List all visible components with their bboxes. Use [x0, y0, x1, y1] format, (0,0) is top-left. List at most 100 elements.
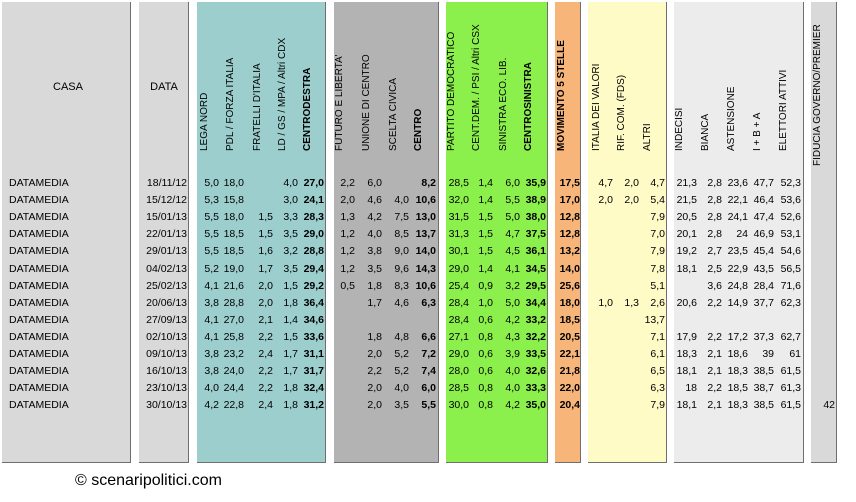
cell-centrodestra: 34,6 [303, 314, 324, 326]
header-elettori: ELETTORI ATTIVI [778, 69, 789, 151]
cell-centdem: 0,6 [478, 314, 493, 326]
cell-pd: 29,0 [448, 348, 469, 360]
cell-altri: 7,9 [650, 245, 665, 257]
cell-centrosinistra: 33,5 [525, 348, 546, 360]
header-pd: PARTITO DEMOCRATICO [446, 31, 457, 151]
cell-ld: 1,4 [283, 314, 298, 326]
cell-pdl: 27,0 [223, 314, 244, 326]
cell-bianca: 2,2 [707, 331, 722, 343]
header-centrosinistra: CENTROSINISTRA [523, 62, 534, 151]
cell-astensione: 23,6 [727, 177, 748, 189]
cell-sc: 5,2 [394, 348, 409, 360]
cell-casa: DATAMEDIA [9, 245, 69, 257]
cell-astensione: 14,9 [727, 297, 748, 309]
cell-lega_nord: 4,1 [204, 314, 219, 326]
cell-sc: 8,5 [394, 228, 409, 240]
cell-sel: 3,2 [505, 280, 520, 292]
cell-fdi: 1,5 [258, 211, 273, 223]
cell-data: 27/09/13 [146, 314, 187, 326]
cell-data: 29/01/13 [146, 245, 187, 257]
cell-sc: 4,0 [394, 194, 409, 206]
cell-elettori: 62,7 [780, 331, 801, 343]
cell-m5s: 18,0 [559, 297, 580, 309]
cell-astensione: 22,9 [727, 263, 748, 275]
cell-altri: 7,9 [650, 399, 665, 411]
cell-centrodestra: 28,3 [303, 211, 324, 223]
cell-udc: 6,0 [367, 177, 382, 189]
cell-altri: 6,1 [650, 348, 665, 360]
cell-rif: 1,3 [624, 297, 639, 309]
cell-centdem: 1,5 [478, 211, 493, 223]
cell-fli: 1,3 [340, 211, 355, 223]
cell-iba: 38,5 [753, 399, 774, 411]
cell-iba: 37,7 [753, 297, 774, 309]
cell-indecisi: 20,6 [676, 297, 697, 309]
cell-udc: 3,8 [367, 245, 382, 257]
cell-ld: 3,2 [283, 245, 298, 257]
cell-centrosinistra: 36,1 [525, 245, 546, 257]
cell-elettori: 53,6 [780, 194, 801, 206]
cell-idv: 1,0 [598, 297, 613, 309]
cell-data: 16/10/13 [146, 365, 187, 377]
column-group-indecisi [674, 2, 804, 463]
cell-indecisi: 19,2 [676, 245, 697, 257]
cell-lega_nord: 5,5 [204, 228, 219, 240]
cell-fdi: 2,2 [258, 331, 273, 343]
cell-elettori: 53,1 [780, 228, 801, 240]
header-fli: FUTURO E LIBERTA' [334, 54, 345, 151]
cell-centrosinistra: 35,9 [525, 177, 546, 189]
cell-udc: 1,7 [367, 297, 382, 309]
cell-lega_nord: 3,8 [204, 297, 219, 309]
cell-pdl: 24,4 [223, 382, 244, 394]
cell-astensione: 17,2 [727, 331, 748, 343]
cell-elettori: 61,3 [780, 382, 801, 394]
cell-pd: 28,5 [448, 177, 469, 189]
cell-fli: 0,5 [340, 280, 355, 292]
cell-astensione: 18,6 [727, 348, 748, 360]
cell-udc: 2,0 [367, 399, 382, 411]
cell-casa: DATAMEDIA [9, 314, 69, 326]
cell-fli: 1,2 [340, 245, 355, 257]
cell-casa: DATAMEDIA [9, 331, 69, 343]
cell-ld: 3,5 [283, 263, 298, 275]
cell-bianca: 2,8 [707, 211, 722, 223]
cell-fdi: 1,5 [258, 228, 273, 240]
cell-lega_nord: 4,2 [204, 399, 219, 411]
cell-casa: DATAMEDIA [9, 399, 69, 411]
cell-casa: DATAMEDIA [9, 194, 69, 206]
cell-centro: 13,7 [415, 228, 436, 240]
cell-pd: 32,0 [448, 194, 469, 206]
cell-sc: 4,8 [394, 331, 409, 343]
cell-lega_nord: 4,0 [204, 382, 219, 394]
header-sc: SCELTA CIVICA [388, 78, 399, 151]
cell-pd: 28,5 [448, 382, 469, 394]
cell-pd: 30,0 [448, 399, 469, 411]
cell-altri: 7,1 [650, 331, 665, 343]
cell-pdl: 23,2 [223, 348, 244, 360]
cell-data: 18/11/12 [146, 177, 187, 189]
cell-altri: 5,1 [650, 280, 665, 292]
cell-centro: 14,3 [415, 263, 436, 275]
column-group-data [139, 2, 189, 463]
cell-casa: DATAMEDIA [9, 211, 69, 223]
cell-data: 02/10/13 [146, 331, 187, 343]
cell-centro: 6,3 [421, 297, 436, 309]
cell-bianca: 2,8 [707, 194, 722, 206]
header-ld: LD / GS / MPA / Altri CDX [277, 37, 288, 151]
cell-centrosinistra: 37,5 [525, 228, 546, 240]
cell-pdl: 22,8 [223, 399, 244, 411]
cell-centrosinistra: 33,3 [525, 382, 546, 394]
cell-elettori: 62,3 [780, 297, 801, 309]
column-group-casa [2, 2, 131, 463]
cell-bianca: 2,2 [707, 382, 722, 394]
cell-astensione: 18,5 [727, 382, 748, 394]
cell-centdem: 1,0 [478, 297, 493, 309]
cell-iba: 38,7 [753, 382, 774, 394]
cell-lega_nord: 3,8 [204, 365, 219, 377]
cell-sel: 4,5 [505, 245, 520, 257]
cell-sel: 6,0 [505, 177, 520, 189]
cell-ld: 1,5 [283, 331, 298, 343]
cell-centro: 7,4 [421, 365, 436, 377]
cell-iba: 47,4 [753, 211, 774, 223]
cell-fdi: 2,2 [258, 382, 273, 394]
